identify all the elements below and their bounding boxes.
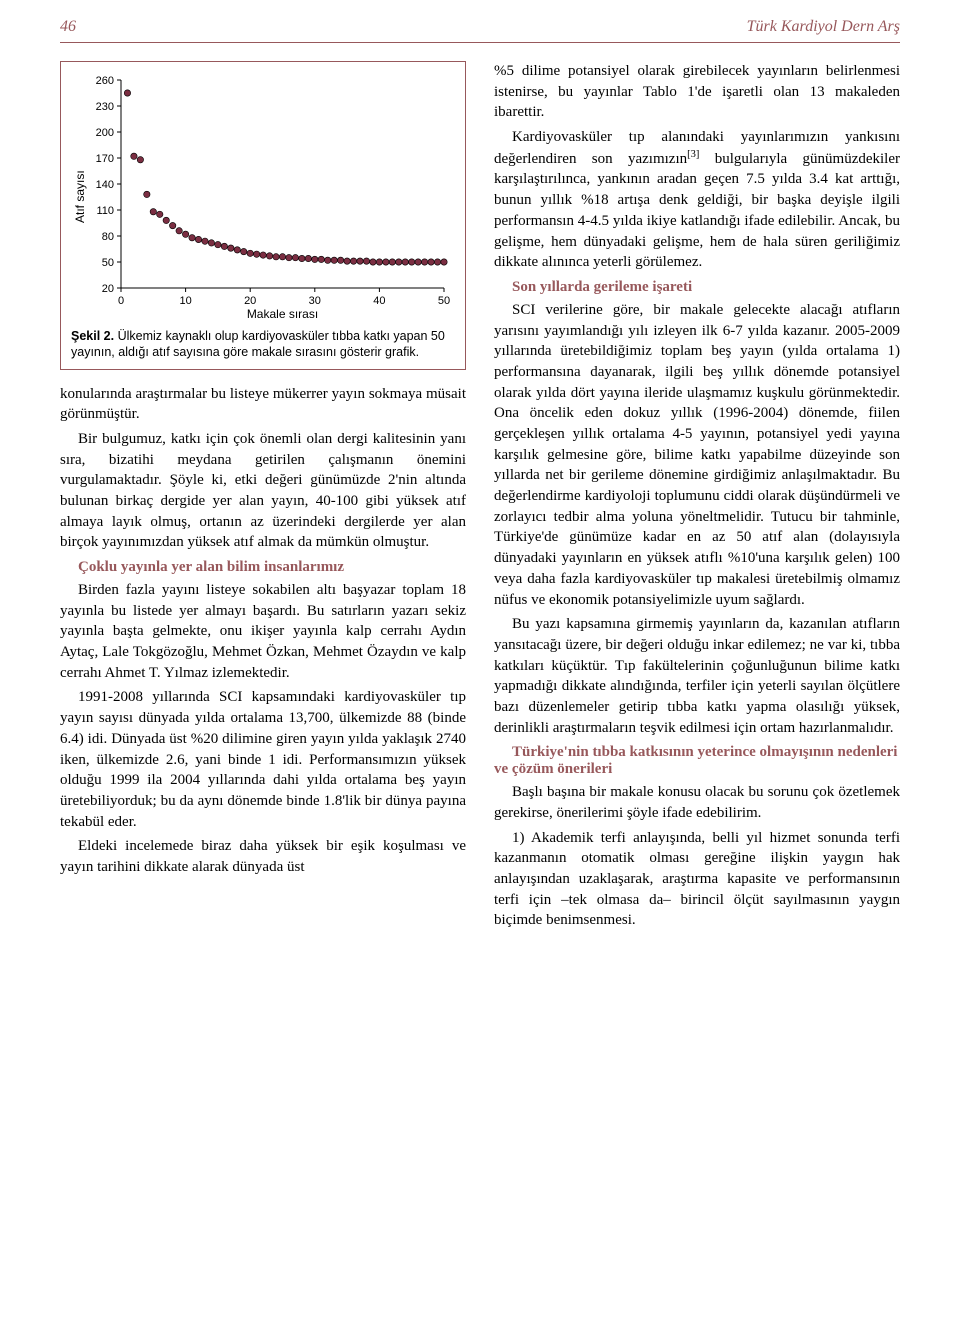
body-text: bulgularıyla günümüzdekiler karşılaştırı… <box>494 151 900 270</box>
svg-text:50: 50 <box>438 295 450 307</box>
svg-text:230: 230 <box>96 101 114 113</box>
section-subhead: Türkiye'nin tıbba katkısının yeterince o… <box>494 744 900 778</box>
body-paragraph: Kardiyovasküler tıp alanındaki yayınları… <box>494 127 900 273</box>
svg-text:260: 260 <box>96 75 114 87</box>
body-paragraph: SCI verilerine göre, bir makale gelecekt… <box>494 300 900 610</box>
chart-caption: Şekil 2. Ülkemiz kaynaklı olup kardiyova… <box>71 328 455 361</box>
chart-caption-label: Şekil 2. <box>71 329 114 343</box>
svg-text:Makale sırası: Makale sırası <box>247 307 318 321</box>
body-paragraph: konularında araştırmalar bu listeye müke… <box>60 384 466 425</box>
body-paragraph: Birden fazla yayını listeye sokabilen al… <box>60 580 466 683</box>
left-column: Atıf sayısı 2050801101401702002302600102… <box>60 61 466 935</box>
running-title: Türk Kardiyol Dern Arş <box>747 18 900 36</box>
svg-text:200: 200 <box>96 127 114 139</box>
chart-ylabel: Atıf sayısı <box>71 72 87 322</box>
citation-sup: [3] <box>687 149 699 160</box>
running-header: 46 Türk Kardiyol Dern Arş <box>0 0 960 42</box>
two-column-body: Atıf sayısı 2050801101401702002302600102… <box>0 61 960 975</box>
svg-text:30: 30 <box>309 295 321 307</box>
svg-text:20: 20 <box>102 283 114 295</box>
svg-text:110: 110 <box>96 205 114 217</box>
chart-caption-text: Ülkemiz kaynaklı olup kardiyovasküler tı… <box>71 329 445 359</box>
svg-text:40: 40 <box>373 295 385 307</box>
chart-svg: 20 50 80 110 140 170 200 230 260 0 10 20 30 40 50 Makal… <box>87 72 452 322</box>
figure-2: Atıf sayısı 2050801101401702002302600102… <box>60 61 466 370</box>
body-paragraph: 1) Akademik terfi anlayışında, belli yıl… <box>494 828 900 931</box>
section-subhead: Son yıllarda gerileme işareti <box>494 279 900 296</box>
svg-text:0: 0 <box>118 295 124 307</box>
body-paragraph: Başlı başına bir makale konusu olacak bu… <box>494 782 900 823</box>
body-paragraph: %5 dilime potansiyel olarak girebilecek … <box>494 61 900 123</box>
body-paragraph: Bu yazı kapsamına girmemiş yayınların da… <box>494 614 900 738</box>
right-column: %5 dilime potansiyel olarak girebilecek … <box>494 61 900 935</box>
body-paragraph: 1991-2008 yıllarında SCI kapsamındaki ka… <box>60 687 466 832</box>
chart-wrap: Atıf sayısı 2050801101401702002302600102… <box>71 72 455 322</box>
svg-text:50: 50 <box>102 257 114 269</box>
page-number: 46 <box>60 18 76 36</box>
header-rule <box>60 42 900 43</box>
section-subhead: Çoklu yayınla yer alan bilim insanlarımı… <box>60 559 466 576</box>
svg-text:20: 20 <box>244 295 256 307</box>
svg-text:170: 170 <box>96 153 114 165</box>
svg-text:80: 80 <box>102 231 114 243</box>
body-paragraph: Eldeki incelemede biraz daha yüksek bir … <box>60 836 466 877</box>
body-paragraph: Bir bulgumuz, katkı için çok önemli olan… <box>60 429 466 553</box>
svg-text:10: 10 <box>179 295 191 307</box>
svg-text:140: 140 <box>96 179 114 191</box>
